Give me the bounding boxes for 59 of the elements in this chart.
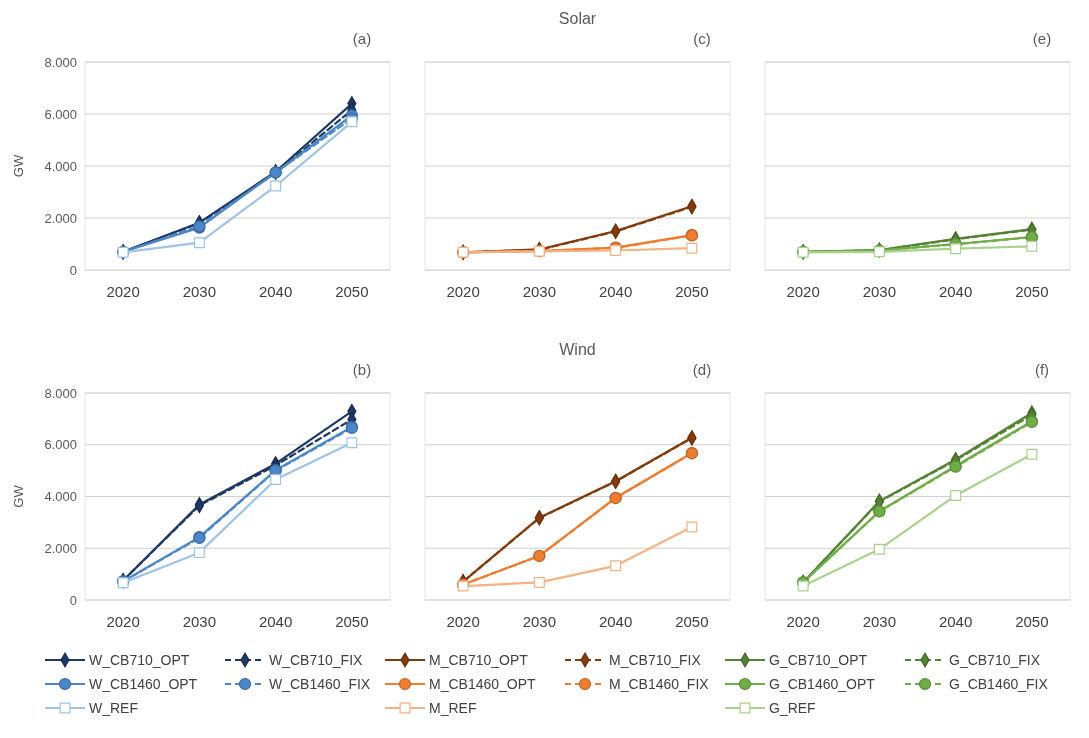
x-tick-label: 2030 <box>522 283 557 300</box>
x-tick-label: 2050 <box>335 613 369 630</box>
x-tick-label: 2020 <box>446 613 480 630</box>
x-tick-label: 2030 <box>182 283 217 300</box>
legend-label: W_CB1460_OPT <box>89 675 198 692</box>
x-tick-label: 2020 <box>106 283 140 300</box>
x-tick-label: 2040 <box>258 283 293 300</box>
y-tick-label: 2.000 <box>44 540 77 556</box>
y-axis-title: GW <box>11 154 26 178</box>
x-tick-label: 2040 <box>938 613 973 630</box>
text: (d) <box>692 361 712 378</box>
legend-label: M_CB710_OPT <box>429 651 529 668</box>
text: (c) <box>693 30 711 47</box>
x-tick-label: 2040 <box>598 283 633 300</box>
x-tick-label: 2020 <box>786 613 820 630</box>
legend-label: W_CB710_OPT <box>89 651 190 668</box>
x-tick-label: 2020 <box>106 613 140 630</box>
y-axis-title: GW <box>11 484 26 508</box>
legend-label: G_REF <box>769 699 816 716</box>
x-tick-label: 2030 <box>862 283 897 300</box>
x-tick-label: 2030 <box>862 613 897 630</box>
x-tick-label: 2020 <box>786 283 820 300</box>
y-tick-label: 6.000 <box>44 106 77 122</box>
x-tick-label: 2030 <box>522 613 557 630</box>
legend-label: M_CB1460_FIX <box>609 675 710 692</box>
chart-title: Solar <box>558 10 597 27</box>
x-tick-label: 2040 <box>258 613 293 630</box>
y-tick-label: 4.000 <box>44 158 77 174</box>
x-tick-label: 2040 <box>598 613 633 630</box>
legend-label: G_CB1460_FIX <box>949 675 1049 692</box>
x-tick-label: 2030 <box>182 613 217 630</box>
x-tick-label: 2050 <box>1015 613 1049 630</box>
legend-label: M_CB710_FIX <box>609 651 702 668</box>
text: (f) <box>1034 361 1050 378</box>
x-tick-label: 2050 <box>675 613 709 630</box>
text: (a) <box>352 30 372 47</box>
y-tick-label: 8.000 <box>44 385 77 401</box>
y-tick-label: 0 <box>69 592 77 608</box>
y-tick-label: 8.000 <box>44 54 77 70</box>
y-tick-label: 6.000 <box>44 437 77 453</box>
text: (b) <box>352 361 372 378</box>
legend-label: W_CB710_FIX <box>269 651 364 668</box>
legend-label: G_CB710_FIX <box>949 651 1041 668</box>
legend-label: M_REF <box>429 699 477 716</box>
legend-label: W_CB1460_FIX <box>269 675 371 692</box>
x-tick-label: 2050 <box>1015 283 1049 300</box>
legend-label: M_CB1460_OPT <box>429 675 537 692</box>
x-tick-label: 2050 <box>675 283 709 300</box>
y-tick-label: 0 <box>69 262 77 278</box>
x-tick-label: 2050 <box>335 283 369 300</box>
y-tick-label: 4.000 <box>44 489 77 505</box>
y-tick-label: 2.000 <box>44 210 77 226</box>
legend-label: W_REF <box>89 699 138 716</box>
x-tick-label: 2020 <box>446 283 480 300</box>
legend-label: G_CB710_OPT <box>769 651 868 668</box>
chart-title: Wind <box>559 341 596 358</box>
x-tick-label: 2040 <box>938 283 973 300</box>
text: (e) <box>1032 30 1052 47</box>
legend-label: G_CB1460_OPT <box>769 675 876 692</box>
